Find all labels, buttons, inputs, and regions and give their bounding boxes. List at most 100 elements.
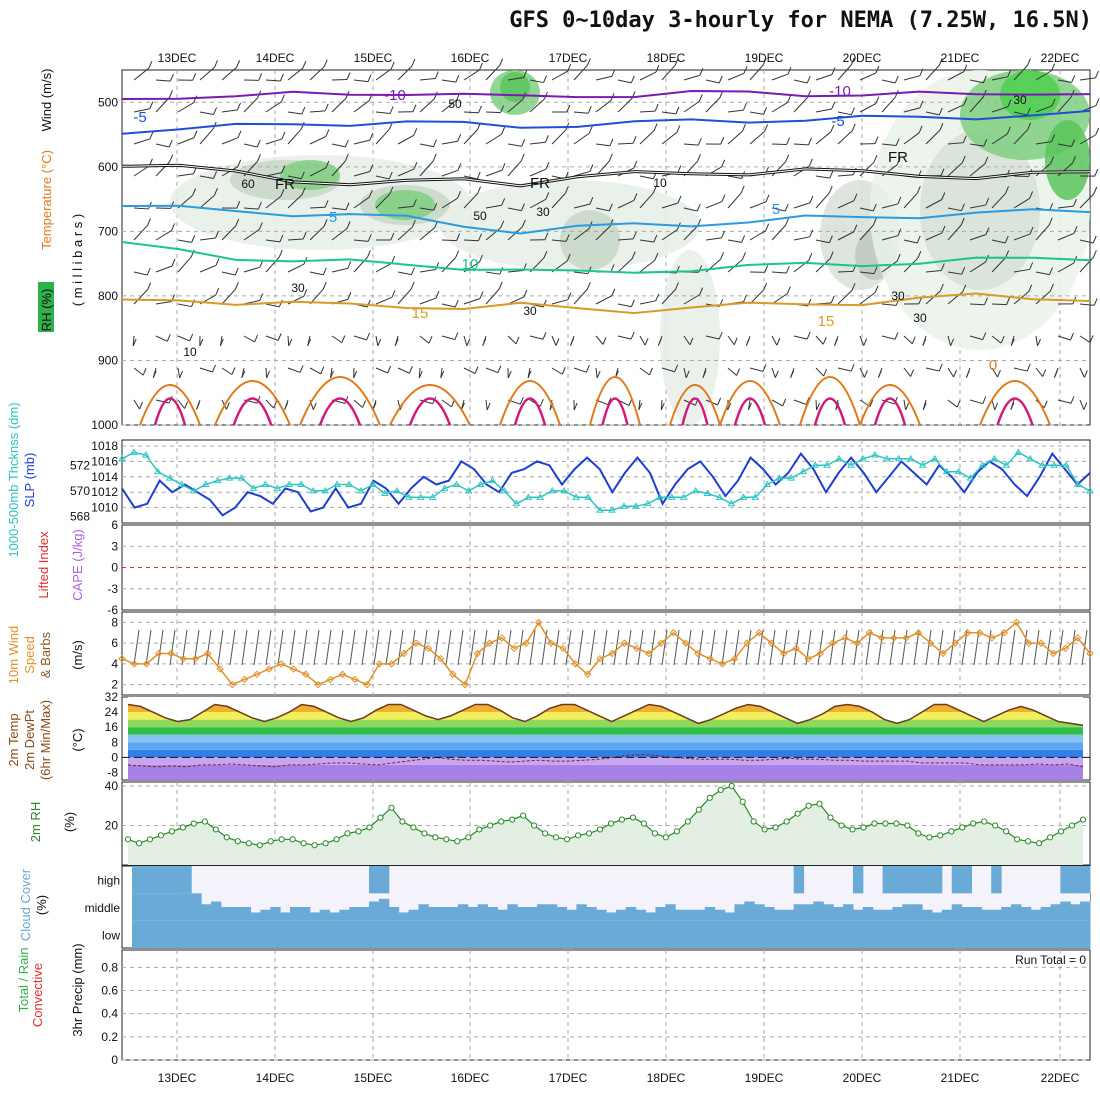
barb-flag — [573, 402, 578, 411]
wind-barb-10m — [253, 629, 260, 666]
barb-flag — [179, 370, 184, 379]
barb — [617, 98, 633, 113]
rh-area — [128, 786, 1083, 865]
barb — [133, 138, 151, 145]
barb — [903, 107, 921, 113]
wind-barb-10m — [673, 629, 680, 666]
thickness-marker — [787, 474, 796, 481]
barb — [397, 226, 413, 241]
barb — [1079, 399, 1085, 410]
wind-speed-marker — [571, 660, 580, 668]
barb-flag — [1095, 98, 1100, 106]
barb — [969, 303, 985, 306]
barb-flag — [369, 132, 374, 141]
cloud-cell — [971, 907, 982, 921]
wind-barb-10m — [265, 629, 272, 666]
barb — [991, 257, 1006, 273]
barb — [507, 99, 523, 113]
wind-barb-10m — [937, 629, 944, 666]
barb — [991, 133, 1008, 145]
thickness-marker — [189, 486, 198, 494]
barb-flag — [774, 370, 779, 378]
thickness-line — [121, 451, 1091, 511]
wind-speed-marker — [498, 634, 506, 642]
barb — [419, 207, 434, 211]
wind-speed-marker — [914, 629, 923, 637]
barb-flag — [787, 66, 792, 75]
rh-marker — [1079, 816, 1087, 823]
barb — [639, 259, 656, 273]
barb — [1035, 105, 1053, 113]
wind-barb-10m — [157, 629, 164, 666]
barb — [265, 79, 281, 82]
barb-flag — [457, 134, 462, 142]
barb-flag — [564, 186, 569, 194]
wind-barb-10m — [133, 629, 140, 666]
barb — [551, 129, 567, 145]
thickness-marker — [345, 480, 353, 487]
barb — [727, 192, 742, 209]
barb-flag — [235, 218, 240, 227]
wind-speed-marker — [424, 644, 433, 653]
wind-barb-10m — [373, 629, 380, 666]
barb-flag — [875, 65, 880, 74]
x-tick-top: 15DEC — [354, 51, 393, 65]
barb-flag — [1095, 127, 1100, 136]
barb-flag — [454, 332, 459, 340]
cloud-cell — [606, 912, 617, 921]
wind-speed-marker — [179, 654, 187, 663]
barb — [507, 269, 524, 273]
barb-flag — [872, 217, 877, 226]
y-tick-slp: 1010 — [91, 501, 118, 515]
barb — [177, 303, 192, 308]
rh-marker — [805, 802, 812, 809]
barb — [595, 143, 611, 147]
wind-speed-marker — [510, 644, 518, 653]
cloud-cell — [161, 866, 173, 894]
barb-flag — [822, 337, 827, 345]
barb-flag — [1010, 338, 1015, 346]
barb-flag — [477, 186, 482, 194]
barb-flag — [941, 192, 946, 200]
barb-flag — [588, 126, 593, 134]
wind-speed-marker — [730, 654, 739, 663]
barb — [1035, 163, 1051, 177]
barb — [1035, 367, 1044, 377]
contour-label: -10 — [384, 87, 406, 104]
barb — [727, 175, 742, 179]
barb-flag — [743, 294, 747, 303]
y-tick-wind: 8 — [111, 615, 118, 629]
rh-marker — [465, 834, 472, 841]
barb-flag — [266, 370, 271, 379]
x-tick-bottom: 21DEC — [941, 1071, 980, 1085]
barb-flag — [324, 200, 329, 208]
barb-flag — [543, 250, 548, 259]
barb-flag — [388, 171, 393, 180]
rh-marker — [618, 816, 626, 823]
cloud-cell — [981, 909, 992, 921]
rh-marker — [190, 820, 197, 827]
wind-barb-10m — [517, 629, 524, 666]
barb-flag — [655, 64, 660, 73]
wind-barb-10m — [865, 629, 872, 666]
barb — [133, 225, 148, 241]
barb — [375, 175, 390, 180]
barb — [1013, 367, 1028, 372]
y-tick-wind: 2 — [111, 678, 118, 692]
rh-marker — [553, 834, 560, 841]
wind-speed-marker — [485, 639, 494, 647]
contour-label: 0 — [989, 357, 997, 374]
rh-marker — [574, 832, 582, 839]
wind-speed-marker — [877, 634, 886, 642]
barb-flag — [479, 291, 484, 299]
barb — [529, 198, 547, 209]
barb-flag — [829, 251, 834, 259]
barb — [485, 204, 502, 209]
barb — [375, 262, 392, 273]
rh-marker — [454, 838, 461, 845]
barb-flag — [169, 154, 174, 162]
barb-flag — [786, 137, 791, 145]
contour-25c — [873, 397, 907, 426]
barb-flag — [696, 154, 701, 162]
barb-flag — [1049, 283, 1054, 292]
